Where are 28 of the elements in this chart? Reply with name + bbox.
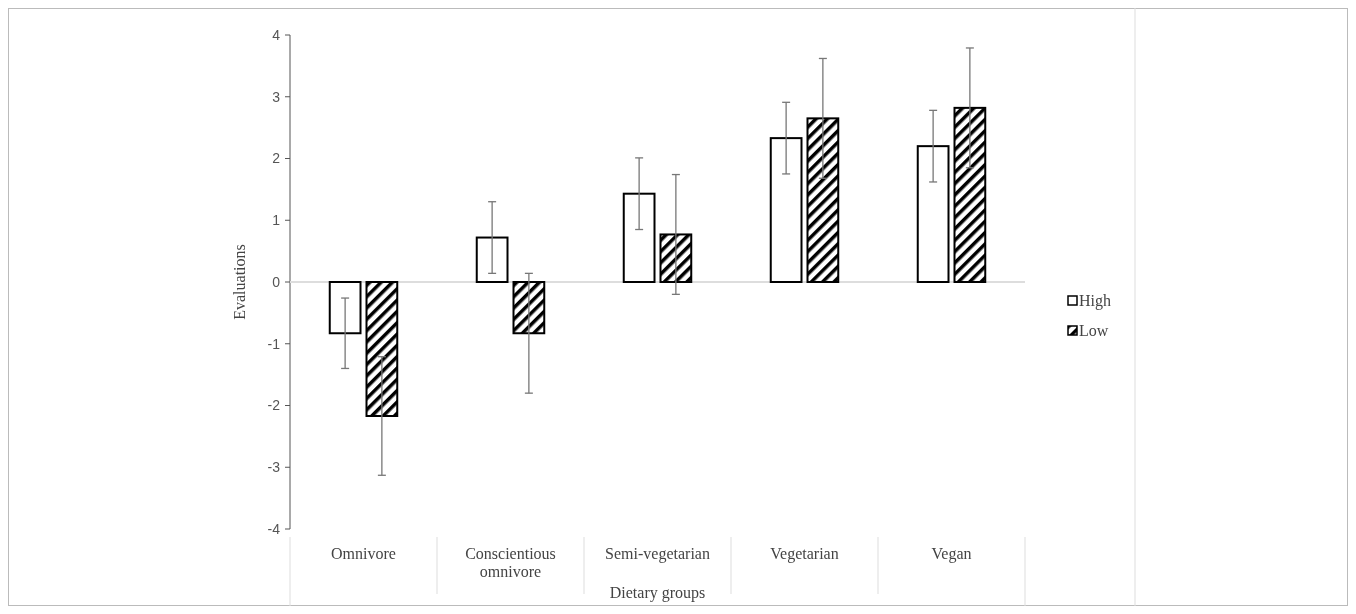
bar: [916, 145, 950, 283]
x-tick-label: Semi-vegetarian: [605, 545, 710, 563]
bar: [365, 281, 399, 417]
bar: [953, 106, 987, 283]
bar: [622, 192, 656, 283]
x-axis-title: Dietary groups: [609, 584, 706, 602]
x-tick-label: Vegan: [931, 545, 972, 563]
y-tick-label: -4: [267, 520, 281, 537]
y-tick-label: 2: [272, 150, 281, 167]
y-tick-label: 3: [272, 88, 281, 105]
x-tick-label: Omnivore: [331, 545, 396, 562]
bar: [328, 281, 362, 335]
y-tick-label: 4: [272, 26, 281, 43]
y-axis-title: Evaluations: [231, 244, 248, 320]
bar: [659, 233, 693, 283]
y-tick-label: -1: [267, 335, 281, 352]
x-tick-label: Conscientious omnivore: [465, 545, 556, 581]
legend-label: High: [1079, 292, 1111, 310]
legend-label: Low: [1079, 322, 1109, 339]
y-tick-label: -3: [267, 459, 281, 476]
bar: [806, 117, 840, 283]
y-tick-label: 0: [272, 273, 281, 290]
y-tick-label: -2: [267, 397, 281, 414]
bar: [512, 281, 546, 335]
x-tick-label: Vegetarian: [770, 545, 839, 563]
y-tick-label: 1: [272, 212, 281, 229]
bar: [475, 236, 509, 283]
bar: [769, 137, 803, 283]
